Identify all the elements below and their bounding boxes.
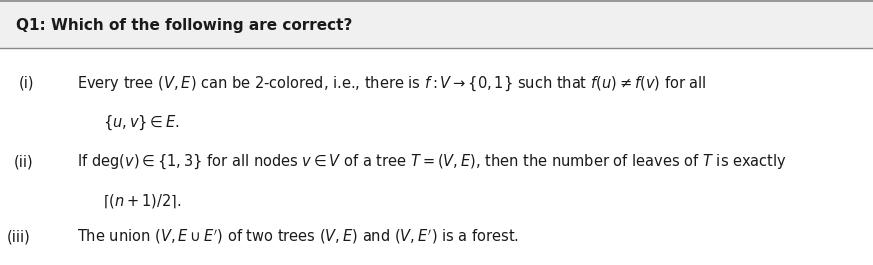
Text: $\lceil(n + 1)/2\rceil.$: $\lceil(n + 1)/2\rceil.$: [103, 192, 182, 210]
Text: (i): (i): [19, 76, 35, 91]
Text: Every tree $(V, E)$ can be 2-colored, i.e., there is $f: V \rightarrow \{0, 1\}$: Every tree $(V, E)$ can be 2-colored, i.…: [77, 74, 706, 93]
Text: (ii): (ii): [14, 154, 33, 169]
Text: Q1: Which of the following are correct?: Q1: Which of the following are correct?: [16, 18, 352, 33]
Text: If $\mathrm{deg}(v) \in \{1, 3\}$ for all nodes $v \in V$ of a tree $T = (V, E)$: If $\mathrm{deg}(v) \in \{1, 3\}$ for al…: [77, 152, 787, 171]
FancyBboxPatch shape: [0, 0, 873, 48]
Text: $\{u, v\} \in E.$: $\{u, v\} \in E.$: [103, 114, 180, 132]
Text: (iii): (iii): [7, 230, 31, 245]
Text: The union $(V, E \cup E')$ of two trees $(V, E)$ and $(V, E')$ is a forest.: The union $(V, E \cup E')$ of two trees …: [77, 228, 519, 246]
